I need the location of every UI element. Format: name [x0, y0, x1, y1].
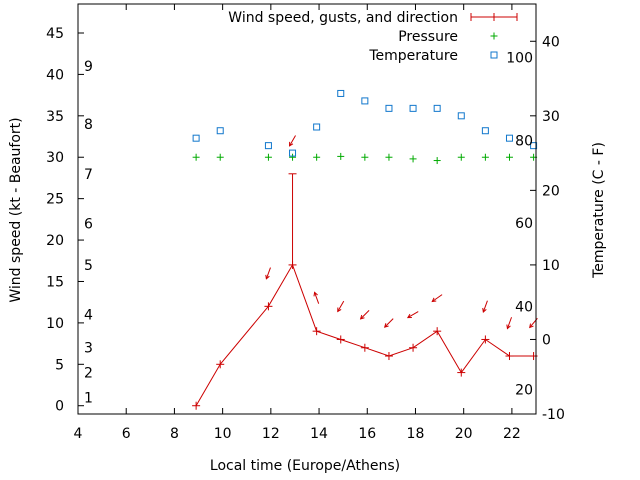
x-tick-label: 16 — [358, 426, 376, 442]
temperature-point — [457, 112, 465, 120]
wind-direction-arrowhead — [337, 307, 342, 313]
y2-tick-label: 0 — [542, 332, 551, 348]
temperature-point — [337, 89, 345, 97]
wind-direction-arrow — [337, 300, 345, 312]
y2-tick-label: 30 — [542, 109, 560, 125]
y-tick-label: 25 — [46, 192, 64, 208]
y-tick-label: 5 — [55, 357, 64, 373]
beaufort-label: 8 — [84, 117, 93, 133]
beaufort-label: 1 — [84, 390, 93, 406]
y-axis-title: Wind speed (kt - Beaufort) — [8, 117, 24, 302]
y-tick-label: 20 — [46, 233, 64, 249]
y2-tick-label: 40 — [542, 34, 560, 50]
wind-direction-arrow — [265, 267, 271, 280]
legend-label-pressure: Pressure — [398, 29, 458, 45]
wind-direction-arrowhead — [506, 324, 511, 330]
y2-tick-label: 10 — [542, 258, 560, 274]
beaufort-label: 2 — [84, 366, 93, 382]
wind-direction-arrowhead — [482, 307, 487, 313]
wind-direction-arrowhead — [313, 291, 318, 297]
temperature-point — [264, 142, 272, 150]
temperature-point — [289, 149, 297, 157]
series-layer — [192, 89, 538, 410]
x-tick-label: 6 — [122, 426, 131, 442]
wind-direction-arrowhead — [265, 274, 270, 280]
temperature-point — [361, 97, 369, 105]
temperature-point — [385, 104, 393, 112]
beaufort-label: 5 — [84, 258, 93, 274]
temperature-point — [216, 127, 224, 135]
wind-speed-line — [195, 263, 534, 406]
beaufort-label: 6 — [84, 216, 93, 232]
wind-direction-arrowhead — [289, 141, 294, 147]
wind-direction-arrow — [314, 292, 320, 304]
legend: Wind speed, gusts, and direction Pressure… — [228, 10, 518, 64]
x-tick-label: 20 — [455, 426, 473, 442]
y-tick-label: 40 — [46, 67, 64, 83]
temperature-point — [433, 104, 441, 112]
x-tick-label: 14 — [310, 426, 328, 442]
x-tick-label: 18 — [407, 426, 425, 442]
wind-direction-arrowhead — [383, 323, 389, 328]
wind-direction-arrow — [384, 318, 394, 328]
beaufort-label: 3 — [84, 341, 93, 357]
fahrenheit-label: 100 — [506, 51, 533, 67]
plot-frame — [77, 3, 537, 415]
y-tick-label: 35 — [46, 109, 64, 125]
wind-direction-arrow — [360, 310, 370, 320]
fahrenheit-label: 60 — [515, 216, 533, 232]
fahrenheit-label: 80 — [515, 133, 533, 149]
y2-axis-title: Temperature (C - F) — [591, 142, 607, 279]
y-tick-label: 10 — [46, 316, 64, 332]
wind-direction-arrow — [431, 294, 443, 302]
wind-direction-arrowhead — [406, 313, 412, 319]
temperature-point — [481, 127, 489, 135]
wind-direction-arrow — [407, 311, 419, 319]
wind-direction-arrow — [482, 300, 488, 313]
x-tick-label: 22 — [503, 426, 521, 442]
y-tick-label: 15 — [46, 274, 64, 290]
temperature-point — [409, 104, 417, 112]
y-tick-label: 45 — [46, 26, 64, 42]
axes-ticks: 4 6 8 10 12 14 16 18 20 22051015202530354045-1001… — [46, 4, 565, 442]
beaufort-label: 7 — [84, 167, 93, 183]
fahrenheit-label: 20 — [515, 382, 533, 398]
temperature-point — [530, 142, 538, 150]
temperature-point — [192, 134, 200, 142]
x-tick-label: 8 — [170, 426, 179, 442]
legend-label-temperature: Temperature — [368, 48, 458, 64]
temperature-point — [313, 123, 321, 131]
y-tick-label: 0 — [55, 399, 64, 415]
x-tick-label: 4 — [74, 426, 83, 442]
x-axis-title: Local time (Europe/Athens) — [210, 458, 400, 474]
x-tick-label: 10 — [214, 426, 232, 442]
y2-tick-label: -10 — [542, 407, 565, 423]
y-tick-label: 30 — [46, 150, 64, 166]
fahrenheit-label: 40 — [515, 300, 533, 316]
y2-tick-label: 20 — [542, 183, 560, 199]
wind-direction-arrowhead — [359, 314, 365, 320]
wind-direction-arrowhead — [529, 323, 534, 329]
beaufort-label: 4 — [84, 308, 93, 324]
wind-direction-arrow — [506, 317, 513, 329]
legend-swatch-temperature — [490, 51, 498, 59]
x-tick-label: 12 — [262, 426, 280, 442]
legend-label-wind: Wind speed, gusts, and direction — [228, 10, 458, 26]
temperature-point — [505, 134, 513, 142]
beaufort-label: 9 — [84, 59, 93, 75]
wind-direction-arrow — [289, 135, 296, 147]
wind-direction-arrowhead — [431, 297, 437, 303]
